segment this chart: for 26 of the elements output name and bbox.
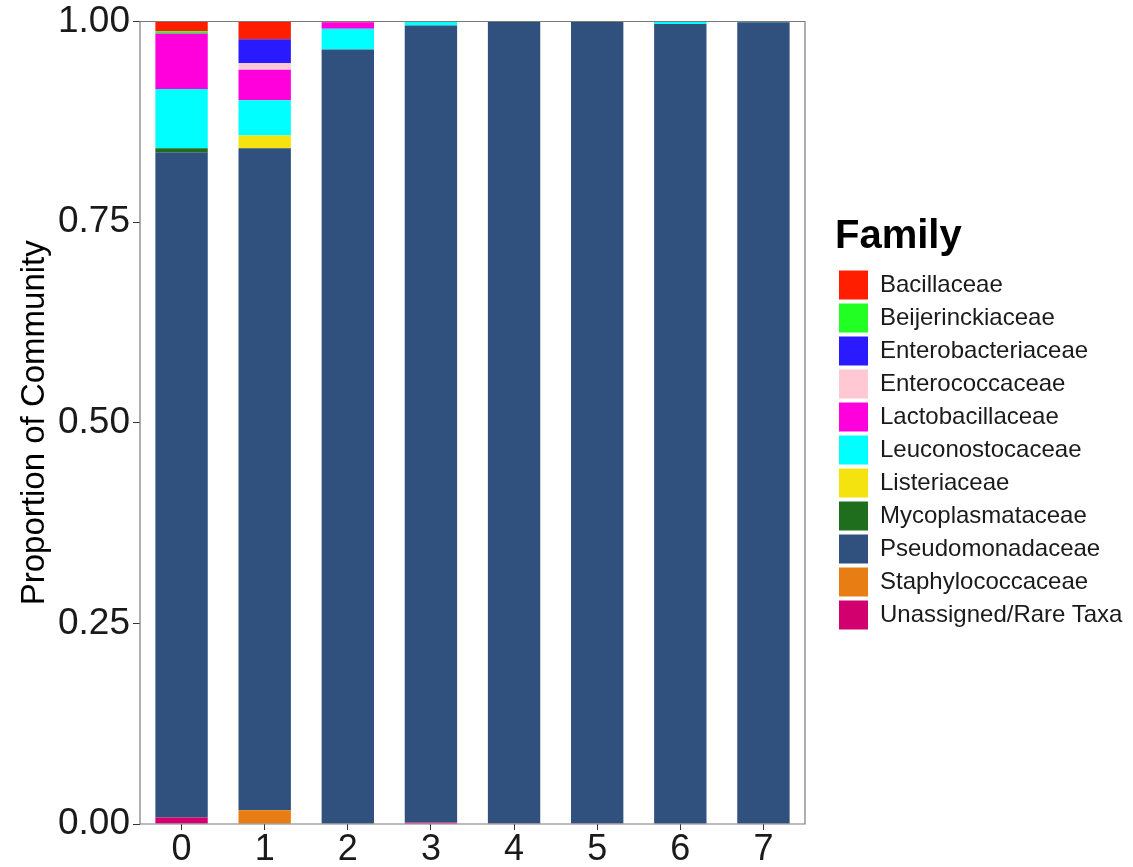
legend-label: Pseudomonadaceae <box>880 533 1101 561</box>
legend-label: Lactobacillaceae <box>880 401 1059 429</box>
legend-label: Mycoplasmataceae <box>880 500 1087 528</box>
y-axis-title: Proportion of Community <box>13 239 51 606</box>
x-tick-label: 6 <box>670 826 691 867</box>
legend-label: Enterobacteriaceae <box>880 335 1089 363</box>
legend-title: Family <box>835 211 963 256</box>
legend-label: Listeriaceae <box>880 467 1010 495</box>
legend-label: Unassigned/Rare Taxa <box>880 599 1124 627</box>
legend-label: Leuconostocaceae <box>880 434 1082 462</box>
legend-label: Bacillaceae <box>880 269 1003 297</box>
legend-label: Staphylococcaceae <box>880 566 1089 594</box>
x-tick-label: 2 <box>337 826 358 867</box>
y-tick-label: 0.75 <box>57 199 130 241</box>
y-tick-label: 0.50 <box>57 399 130 441</box>
x-tick-label: 5 <box>587 826 608 867</box>
x-tick-label: 1 <box>254 826 275 867</box>
y-tick-label: 1.00 <box>57 0 130 40</box>
legend-label: Beijerinckiaceae <box>880 302 1055 330</box>
x-tick-label: 3 <box>420 826 441 867</box>
x-tick-label: 0 <box>171 826 192 867</box>
x-tick-label: 7 <box>753 826 774 867</box>
legend-label: Enterococcaceae <box>880 368 1066 396</box>
x-tick-label: 4 <box>504 826 525 867</box>
y-tick-label: 0.00 <box>57 801 130 843</box>
y-tick-label: 0.25 <box>57 600 130 642</box>
